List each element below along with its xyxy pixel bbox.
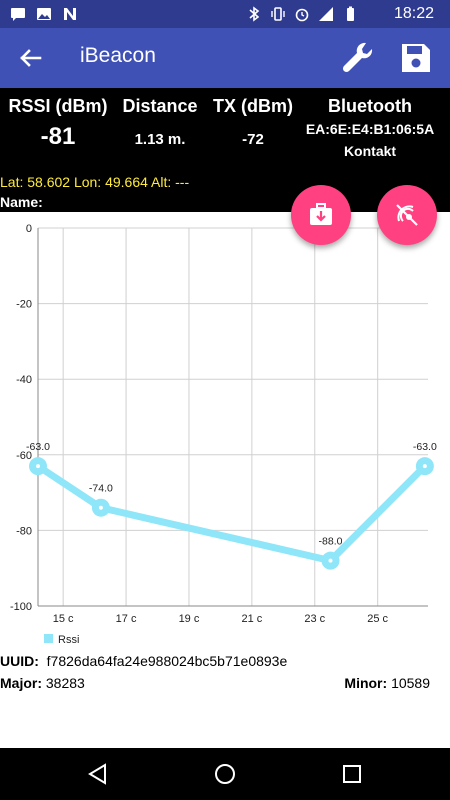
legend-swatch	[44, 634, 53, 643]
bluetooth-label: Bluetooth	[328, 96, 412, 116]
system-nav-bar	[0, 748, 450, 800]
briefcase-download-icon	[310, 203, 332, 225]
major-value: 38283	[45, 675, 85, 691]
bluetooth-column: Bluetooth EA:6E:E4:B1:06:5A Kontakt	[300, 96, 440, 159]
status-time: 18:22	[393, 5, 434, 22]
data-point-center	[98, 505, 103, 510]
toolbar: iBeacon	[0, 28, 450, 88]
data-label: -63.0	[26, 441, 50, 453]
minor-row: Minor: 10589	[344, 675, 430, 691]
data-label: -74.0	[89, 483, 113, 495]
notification-n-icon	[64, 8, 76, 20]
data-point-center	[36, 464, 40, 469]
beacon-info-panel: RSSI (dBm) -81 Distance 1.13 m. TX (dBm)…	[0, 88, 450, 212]
distance-label: Distance	[122, 96, 198, 116]
x-tick-label: 25 c	[367, 613, 388, 625]
series-line-rssi	[36, 463, 428, 565]
message-icon	[11, 8, 25, 21]
signal-icon	[319, 7, 333, 21]
distance-value: 1.13 m.	[134, 131, 186, 148]
x-tick-label: 19 c	[179, 613, 200, 625]
rssi-value: -81	[40, 123, 76, 150]
rssi-label: RSSI (dBm)	[8, 96, 108, 116]
export-button[interactable]	[291, 185, 351, 245]
rssi-column: RSSI (dBm) -81	[6, 96, 110, 151]
y-tick-label: -60	[16, 450, 32, 462]
status-bar: 18:22	[0, 0, 450, 28]
vibrate-icon	[271, 7, 285, 21]
save-icon[interactable]	[398, 40, 434, 76]
minor-value: 10589	[391, 675, 430, 691]
y-tick-label: -100	[10, 601, 32, 613]
scan-off-icon	[396, 204, 418, 226]
data-point-center	[422, 464, 427, 469]
wrench-icon[interactable]	[338, 38, 378, 78]
location-readout: Lat: 58.602 Lon: 49.664 Alt: ---	[0, 174, 190, 190]
image-icon	[37, 8, 51, 20]
major-label: Major:	[0, 675, 42, 691]
tx-label: TX (dBm)	[213, 96, 293, 116]
nav-recent-icon[interactable]	[340, 762, 364, 786]
bluetooth-vendor: Kontakt	[343, 143, 397, 159]
beacon-name-label: Name:	[0, 194, 43, 210]
y-tick-label: 0	[26, 223, 32, 235]
data-point-center	[328, 558, 333, 563]
uuid-label: UUID:	[0, 653, 39, 669]
nav-back-icon[interactable]	[86, 762, 110, 786]
minor-label: Minor:	[344, 675, 388, 691]
arrow-back-icon[interactable]	[14, 42, 46, 74]
nav-home-icon[interactable]	[213, 762, 237, 786]
major-row: Major: 38283	[0, 675, 85, 691]
x-tick-label: 15 c	[53, 613, 74, 625]
y-tick-label: -40	[16, 374, 32, 386]
rssi-chart: 0 -20 -40 -60 -80 -100 15 c 17 c 19 c 21 c 23 c 25 …	[0, 212, 450, 652]
x-tick-label: 21 c	[241, 613, 262, 625]
uuid-row: UUID: f7826da64fa24e988024bc5b71e0893e	[0, 653, 287, 669]
y-tick-label: -80	[16, 525, 32, 537]
bluetooth-mac: EA:6E:E4:B1:06:5A	[305, 121, 435, 137]
legend-label: Rssi	[58, 634, 79, 646]
data-label: -63.0	[413, 441, 437, 453]
battery-icon	[347, 6, 354, 21]
rssi-chart-svg: 0 -20 -40 -60 -80 -100 15 c 17 c 19 c 21 c 23 c 25 …	[10, 223, 437, 646]
uuid-value: f7826da64fa24e988024bc5b71e0893e	[46, 653, 288, 669]
x-tick-label: 17 c	[116, 613, 137, 625]
distance-column: Distance 1.13 m.	[118, 96, 202, 148]
scan-off-button[interactable]	[377, 185, 437, 245]
tx-value: -72	[242, 131, 264, 148]
x-tick-label: 23 c	[304, 613, 325, 625]
y-tick-label: -20	[16, 299, 32, 311]
page-title: iBeacon	[80, 44, 156, 67]
alarm-icon	[295, 8, 309, 22]
tx-column: TX (dBm) -72	[207, 96, 299, 148]
data-label: -88.0	[319, 536, 343, 548]
bluetooth-icon	[249, 6, 260, 22]
